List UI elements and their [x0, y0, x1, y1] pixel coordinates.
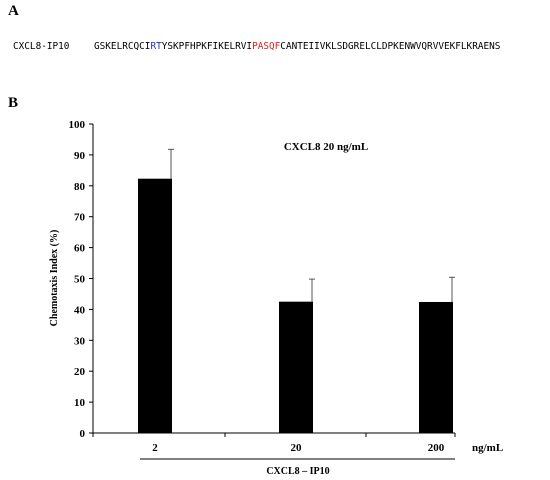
sequence-name: CXCL8-IP10 [13, 41, 70, 52]
sequence-segment-3: YSKPFHPKFIKELRVI [161, 41, 253, 52]
x-tick-label-200: 200 [428, 442, 445, 454]
x-axis-title: CXCL8 – IP10 [266, 466, 329, 477]
x-axis [92, 432, 456, 437]
bar-2 [138, 178, 172, 433]
y-tick-label-80: 80 [74, 181, 86, 193]
sequence-segment-1: GSKELRCQCI [94, 41, 151, 52]
error-bars [168, 148, 455, 302]
bar-200 [419, 301, 453, 433]
panel-b-label: B [8, 95, 19, 111]
sequence-segment-5: CANTEIIVKLSDGRELCLDPKENWVQRVVEKFLKRAENS [280, 41, 501, 52]
x-tick-label-20: 20 [291, 442, 303, 454]
y-tick-label-70: 70 [74, 212, 86, 224]
y-tick-label-90: 90 [74, 150, 86, 162]
x-axis-unit: ng/mL [472, 442, 503, 454]
y-tick-label-20: 20 [74, 366, 86, 378]
bars [138, 178, 453, 433]
error-bar-2 [168, 148, 174, 179]
y-axis-ticks: 0 10 20 30 40 50 60 70 80 90 100 [69, 119, 93, 440]
y-tick-label-40: 40 [74, 304, 86, 316]
error-bar-200 [449, 276, 455, 302]
sequence-segment-2-highlight-blue: RT [150, 41, 162, 52]
y-tick-label-100: 100 [69, 119, 86, 131]
sequence-segment-4-highlight-red: PASQF [252, 41, 281, 52]
error-bar-20 [309, 278, 315, 302]
y-tick-label-30: 30 [74, 335, 86, 347]
y-tick-label-10: 10 [74, 397, 86, 409]
chart-annotation: CXCL8 20 ng/mL [284, 141, 368, 153]
panel-a-label: A [8, 3, 19, 19]
x-axis-tick-labels: 2 20 200 [152, 442, 445, 454]
y-axis-title: Chemotaxis Index (%) [49, 230, 60, 327]
bar-20 [279, 301, 313, 433]
sequence-text: GSKELRCQCIRTYSKPFHPKFIKELRVIPASQFCANTEII… [94, 41, 500, 52]
x-tick-label-2: 2 [152, 442, 158, 454]
y-tick-label-0: 0 [80, 428, 86, 440]
y-tick-label-60: 60 [74, 243, 86, 255]
sequence-row: CXCL8-IP10 GSKELRCQCIRTYSKPFHPKFIKELRVIPA… [13, 41, 500, 52]
y-tick-label-50: 50 [74, 274, 86, 286]
